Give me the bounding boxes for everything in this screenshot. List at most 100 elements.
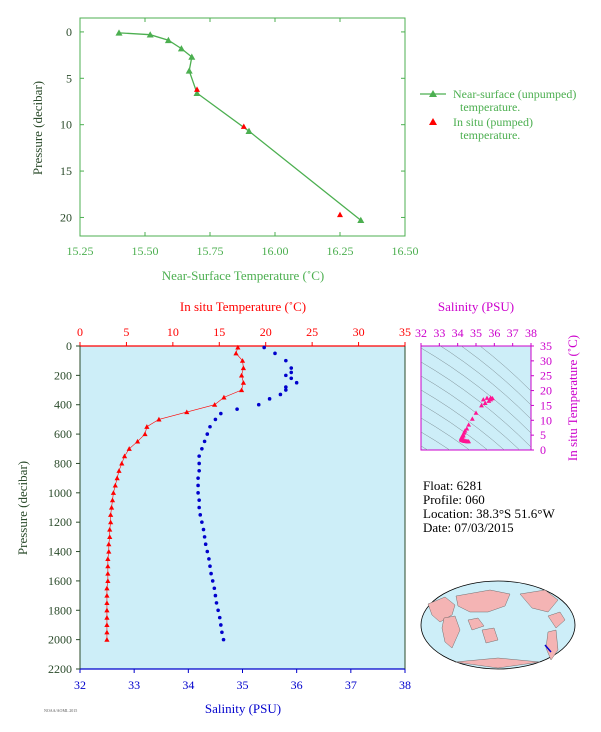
salinity-point (200, 520, 204, 524)
temperature-point (109, 497, 116, 503)
temperature-point (108, 512, 114, 517)
ts-title: Salinity (PSU) (438, 299, 514, 314)
density-contour (479, 346, 531, 392)
ts-point (482, 400, 488, 405)
temp-tick-label: 35 (399, 325, 411, 339)
salinity-point (235, 407, 239, 411)
location: Location: 38.3°S 51.6°W (423, 506, 555, 521)
temperature-point (112, 482, 118, 488)
pressure-tick-label: 0 (66, 339, 72, 353)
density-contour (460, 346, 531, 406)
top-x-tick-label: 16.00 (262, 244, 289, 258)
salinity-point (289, 370, 294, 375)
temperature-point (104, 585, 110, 591)
ts-point (486, 398, 492, 403)
temperature-point (184, 409, 190, 415)
salinity-point (197, 498, 201, 502)
temperature-point (212, 402, 218, 407)
salinity-point (198, 513, 203, 517)
unpumped-point (115, 29, 123, 36)
unpumped-point (245, 127, 253, 134)
pressure-tick-label: 1800 (48, 603, 72, 617)
salinity-point (208, 564, 212, 569)
temp-tick-label: 30 (353, 325, 365, 339)
salinity-tick-label: 34 (182, 678, 194, 692)
ts-y-tick-label: 35 (540, 339, 552, 353)
top-y-tick-label: 5 (66, 71, 72, 85)
profile-number: Profile: 060 (423, 492, 485, 507)
temperature-point (106, 541, 112, 547)
ts-point (466, 422, 472, 427)
temperature-point (104, 629, 110, 635)
ts-x-tick-label: 32 (415, 326, 427, 340)
temperature-point (144, 424, 150, 429)
temperature-point (104, 600, 110, 606)
legend-pumped-label-line1: In situ (pumped) (453, 115, 533, 129)
salinity-point (196, 491, 200, 495)
pressure-tick-label: 600 (54, 427, 72, 441)
density-contour (421, 347, 531, 434)
salinity-point (207, 557, 211, 561)
top-y-axis-label: Pressure (decibar) (30, 81, 45, 175)
salinity-point (196, 483, 200, 488)
pressure-tick-label: 800 (54, 456, 72, 470)
top-x-tick-label: 15.25 (67, 244, 94, 258)
pumped-point (337, 211, 343, 218)
pressure-tick-label: 1600 (48, 574, 72, 588)
salinity-point (289, 366, 294, 370)
temperature-point (114, 475, 120, 481)
salinity-point (202, 439, 207, 444)
top-x-tick-label: 15.75 (197, 244, 224, 258)
pressure-tick-label: 1000 (48, 486, 72, 500)
temperature-point (108, 519, 114, 525)
ts-y-axis-label: In situ Temperature (˚C) (565, 335, 580, 461)
salinity-point (256, 402, 261, 407)
main-y-axis-label: Pressure (decibar) (15, 461, 30, 555)
salinity-point (202, 535, 207, 539)
pressure-tick-label: 2200 (48, 662, 72, 676)
salinity-tick-label: 37 (345, 678, 357, 692)
ts-point (479, 403, 484, 408)
ts-y-tick-label: 10 (540, 413, 552, 427)
temperature-point (116, 468, 122, 473)
temperature-point (221, 394, 227, 400)
salinity-point (196, 476, 200, 480)
world-map (420, 580, 576, 670)
temperature-point (240, 365, 247, 371)
salinity-point (262, 345, 266, 350)
salinity-point (208, 424, 212, 429)
top-x-tick-label: 15.50 (132, 244, 159, 258)
pressure-tick-label: 400 (54, 398, 72, 412)
salinity-point (294, 380, 299, 385)
salinity-point (219, 411, 223, 416)
legend-unpumped-label-line1: Near-surface (unpumped) (453, 87, 576, 101)
temperature-point (156, 416, 162, 422)
temp-tick-label: 10 (167, 325, 179, 339)
pressure-tick-label: 1200 (48, 515, 72, 529)
salinity-point (205, 432, 210, 436)
salinity-point (216, 608, 220, 613)
temperature-point (105, 563, 111, 569)
float-location-marker (544, 644, 552, 653)
salinity-point (197, 454, 201, 458)
temp-tick-label: 15 (213, 325, 225, 339)
salinity-point (220, 630, 224, 635)
float-id: Float: 6281 (423, 478, 483, 493)
main-plot-area (80, 346, 405, 669)
temp-tick-label: 20 (260, 325, 272, 339)
salinity-point (209, 571, 213, 576)
salinity-point (210, 579, 215, 583)
ts-y-tick-label: 0 (540, 443, 546, 457)
salinity-tick-label: 35 (237, 678, 249, 692)
unpumped-point (357, 216, 365, 224)
ts-point (469, 416, 475, 421)
ts-y-tick-label: 25 (540, 369, 552, 383)
temperature-point (108, 504, 115, 510)
temperature-point (107, 534, 113, 539)
salinity-point (205, 549, 210, 554)
float-info: Float: 6281 Profile: 060 Location: 38.3°… (423, 478, 555, 535)
ts-point (473, 410, 479, 415)
density-contour (421, 431, 451, 450)
